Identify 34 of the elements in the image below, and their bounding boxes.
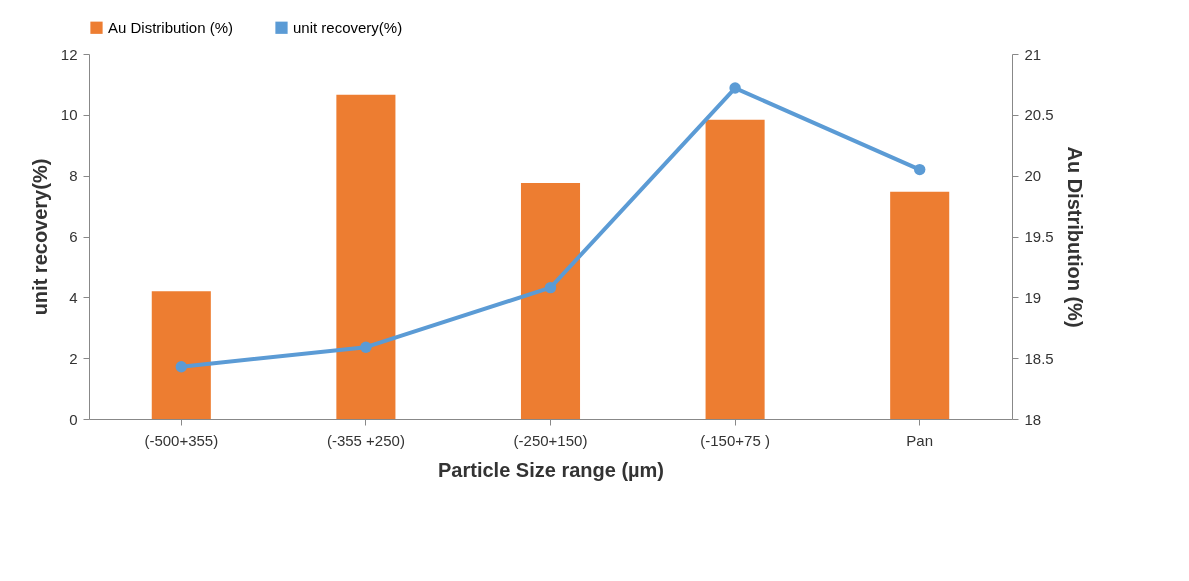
legend-label: Au Distribution (%) xyxy=(108,18,234,36)
bar xyxy=(705,119,765,419)
y2-tick-label: 18.5 xyxy=(1024,349,1054,367)
y2-tick-label: 18 xyxy=(1024,410,1042,428)
y-axis-title: unit recovery(%) xyxy=(28,158,51,316)
point xyxy=(729,82,741,94)
y2-tick-label: 20.5 xyxy=(1024,106,1054,124)
y2-tick-label: 19.5 xyxy=(1024,228,1054,245)
y-tick-label: 6 xyxy=(69,228,78,245)
point xyxy=(360,341,372,353)
bar xyxy=(890,191,950,419)
y-tick-label: 2 xyxy=(69,349,78,367)
y-tick-label: 10 xyxy=(60,106,78,124)
bar xyxy=(520,182,581,419)
point xyxy=(175,360,187,373)
y2-tick-label: 19 xyxy=(1024,288,1042,306)
y-tick-label: 0 xyxy=(69,410,78,428)
x-tick-label: (-500+355) xyxy=(144,431,219,449)
bar xyxy=(336,94,396,419)
x-axis-title: Particle Size range (µm) xyxy=(437,458,665,481)
y2-tick-label: 21 xyxy=(1024,45,1042,63)
point xyxy=(914,163,926,176)
y2-axis-title: Au Distribution (%) xyxy=(1063,146,1086,328)
x-tick-label: (-150+75 ) xyxy=(700,431,770,449)
point xyxy=(544,281,557,294)
y-tick-label: 8 xyxy=(69,167,78,185)
bar xyxy=(151,291,211,419)
y2-tick-label: 20 xyxy=(1024,167,1042,185)
legend-label: unit recovery(%) xyxy=(293,18,403,36)
x-tick-label: (-355 +250) xyxy=(326,431,405,449)
x-tick-label: (-250+150) xyxy=(513,431,588,449)
x-tick-label: Pan xyxy=(906,431,934,449)
y-tick-label: 4 xyxy=(69,288,78,306)
y-tick-label: 12 xyxy=(60,45,78,63)
